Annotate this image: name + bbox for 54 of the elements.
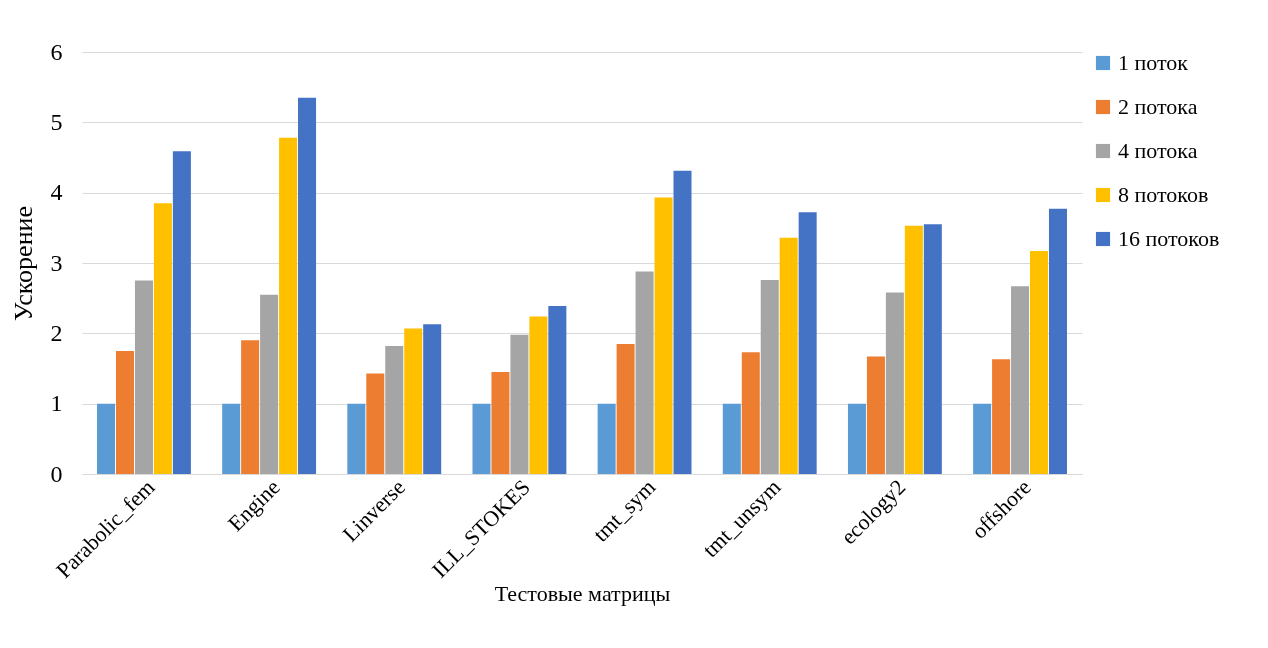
x-axis-title: Тестовые матрицы (494, 581, 671, 607)
legend-label: 16 потоков (1118, 226, 1220, 251)
bar (904, 225, 923, 474)
bar (347, 403, 366, 474)
bar (616, 343, 635, 474)
bar (973, 403, 992, 474)
legend-label: 1 поток (1118, 50, 1189, 75)
bar (134, 280, 153, 474)
bar (172, 151, 191, 474)
bar (279, 137, 298, 474)
bar (153, 203, 172, 474)
y-tick-label: 5 (50, 108, 63, 135)
bar (1048, 208, 1067, 474)
bar (529, 316, 548, 474)
bar (491, 372, 510, 474)
bar (366, 373, 385, 474)
bar (798, 212, 817, 474)
legend-label: 2 потока (1118, 94, 1198, 119)
bar (866, 356, 885, 474)
bar (722, 403, 741, 474)
bar (992, 359, 1011, 474)
bar (654, 197, 673, 474)
bar (472, 403, 491, 474)
bar (241, 340, 260, 474)
bar (923, 224, 942, 474)
bar (423, 324, 442, 474)
y-tick-label: 4 (50, 179, 63, 206)
bar (673, 170, 692, 474)
bar (404, 328, 423, 474)
y-tick-label: 6 (50, 38, 63, 65)
y-tick-label: 0 (50, 460, 63, 487)
bar (260, 294, 279, 474)
bar (847, 403, 866, 474)
bar (222, 403, 241, 474)
bar (779, 237, 798, 474)
bar (298, 97, 317, 474)
bar (1011, 286, 1030, 474)
bar (597, 403, 616, 474)
bar (97, 403, 116, 474)
y-axis-title: Ускорение (8, 205, 38, 322)
bar (115, 350, 134, 474)
bar (760, 279, 779, 474)
legend-label: 4 потока (1118, 138, 1198, 163)
y-tick-label: 2 (50, 319, 63, 346)
legend-label: 8 потоков (1118, 182, 1209, 207)
bar (385, 345, 404, 474)
bar (510, 334, 529, 474)
bar (741, 352, 760, 474)
bar (885, 292, 904, 474)
bar (1030, 251, 1049, 474)
y-tick-label: 3 (50, 249, 63, 276)
y-tick-label: 1 (50, 390, 63, 417)
bar (635, 271, 654, 474)
bar (548, 305, 567, 474)
